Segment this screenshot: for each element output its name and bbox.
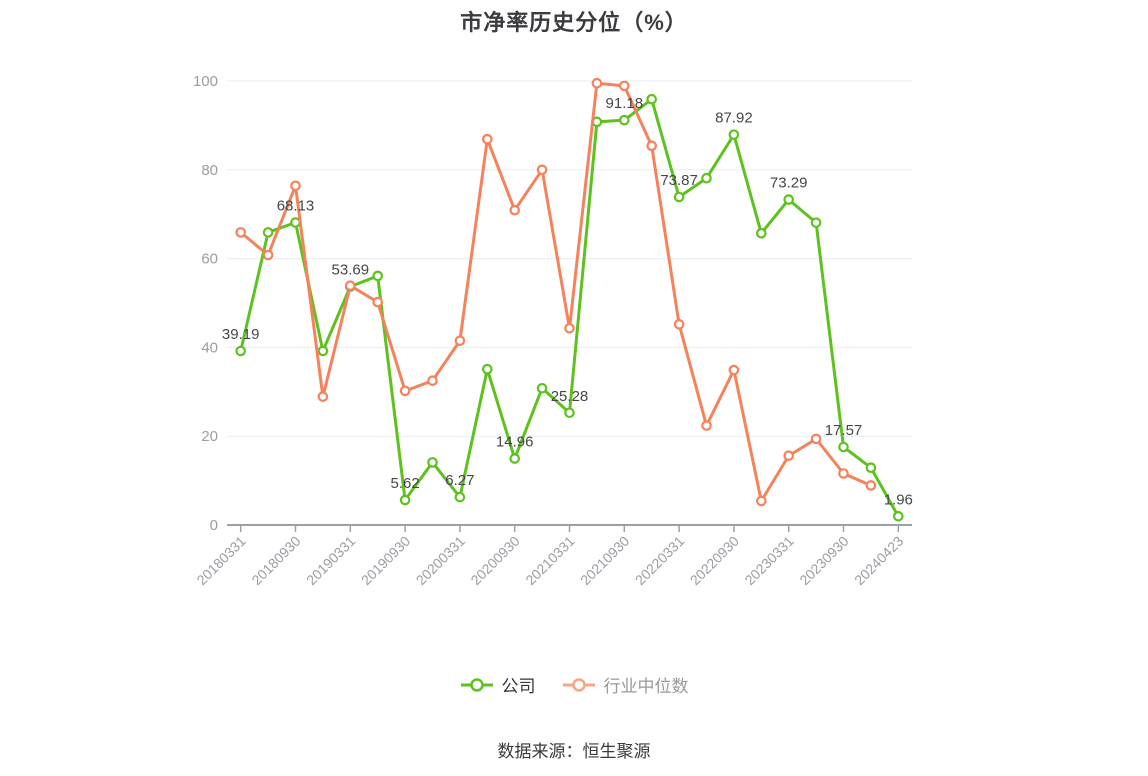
y-axis-label: 0 [210,517,218,534]
y-axis-label: 40 [201,339,218,356]
industry-median-series-point[interactable] [235,227,246,238]
chart-title: 市净率历史分位（%） [460,10,688,35]
industry-median-series-icon [562,677,595,692]
point-value-label: 73.87 [660,172,698,189]
company-series-point[interactable] [427,457,438,468]
industry-median-series-point[interactable] [317,391,329,402]
point-value-label: 73.29 [770,175,808,192]
x-axis-label: 20220331 [632,533,688,589]
y-axis-label: 100 [193,73,218,90]
point-value-label: 14.96 [496,434,534,451]
industry-median-series-point[interactable] [591,77,603,89]
industry-median-series-point[interactable] [564,323,575,334]
point-value-label: 5.62 [390,475,419,492]
y-axis-label: 60 [201,251,218,268]
x-axis-label: 20210930 [577,533,633,589]
point-value-label: 39.19 [222,326,260,343]
industry-median-series-point[interactable] [865,480,877,491]
point-value-label: 87.92 [715,110,753,127]
industry-median-series-point[interactable] [673,319,685,330]
point-value-label: 25.28 [551,388,589,405]
industry-median-series-point[interactable] [838,468,849,479]
industry-median-series-line [239,81,873,503]
industry-median-series-point[interactable] [262,249,274,261]
company-series-point[interactable] [399,494,411,506]
company-series-point[interactable] [673,191,685,203]
industry-median-series-point[interactable] [646,140,657,152]
company-series-point[interactable] [618,114,630,126]
point-value-label: 6.27 [445,472,474,489]
company-series-point[interactable] [235,345,246,357]
legend-label-industry-median: 行业中位数 [603,677,689,696]
company-series-point[interactable] [317,345,329,357]
company-series-point[interactable] [838,441,849,453]
company-series-point[interactable] [564,407,575,419]
point-value-label: 53.69 [332,262,370,279]
company-series-point[interactable] [481,363,493,375]
point-value-label: 91.18 [606,95,644,112]
x-axis-label: 20190331 [303,533,359,589]
company-series-point[interactable] [865,462,877,474]
x-axis-label: 20240423 [851,533,907,589]
industry-median-series-point[interactable] [427,375,438,386]
company-series-point[interactable] [755,227,767,239]
x-axis-label: 20180331 [193,533,249,589]
industry-median-series-point[interactable] [454,335,466,347]
company-series-point[interactable] [728,129,740,140]
industry-median-series-point[interactable] [536,164,548,176]
company-series-icon [460,677,493,692]
industry-median-series-point[interactable] [509,204,520,216]
x-axis-label: 20200331 [413,533,469,589]
y-axis-label: 80 [201,162,218,179]
x-axis-label: 20220930 [687,533,743,589]
industry-median-series-point[interactable] [755,495,767,507]
company-series-point[interactable] [509,453,520,464]
point-value-label: 17.57 [825,422,863,439]
data-source-text: 数据来源：恒生聚源 [497,742,651,761]
industry-median-series-point[interactable] [290,180,301,192]
x-axis-label: 20190930 [358,533,414,589]
x-axis-label: 20180930 [248,533,304,589]
x-axis-label: 20210331 [522,533,578,589]
chart-plot-area: 0 20 40 60 80 100 20180331 20180930 20190331 2019… [193,73,913,589]
industry-median-series-point[interactable] [372,296,383,308]
industry-median-series-point[interactable] [810,433,822,445]
y-axis-label: 20 [201,428,218,445]
x-axis-label: 20200930 [467,533,523,589]
industry-median-series-point[interactable] [701,420,712,431]
company-series-point[interactable] [454,491,466,503]
industry-median-series-point[interactable] [618,80,630,92]
company-series-point[interactable] [810,217,822,228]
industry-median-series-point[interactable] [728,364,740,376]
legend: 公司 行业中位数 [0,672,1148,697]
legend-label-company: 公司 [501,677,536,696]
company-series-point[interactable] [892,510,904,522]
industry-median-series-point[interactable] [481,133,493,145]
company-series-point[interactable] [536,382,548,394]
industry-median-series-point[interactable] [783,450,794,462]
company-series-point[interactable] [783,194,794,205]
x-axis-label: 20230930 [796,533,852,589]
x-axis-label: 20230331 [741,533,797,589]
company-series-line [239,97,900,518]
point-value-label: 68.13 [277,198,315,215]
legend-item-industry-median[interactable]: 行业中位数 [562,672,689,697]
industry-median-series-point[interactable] [399,385,411,397]
company-series-point[interactable] [372,270,383,282]
industry-median-series-point[interactable] [344,280,356,291]
company-series-point[interactable] [646,93,657,105]
point-value-label: 1.96 [884,491,913,508]
company-series-point[interactable] [262,227,274,238]
legend-item-company[interactable]: 公司 [460,672,536,697]
company-series-point[interactable] [701,172,712,184]
